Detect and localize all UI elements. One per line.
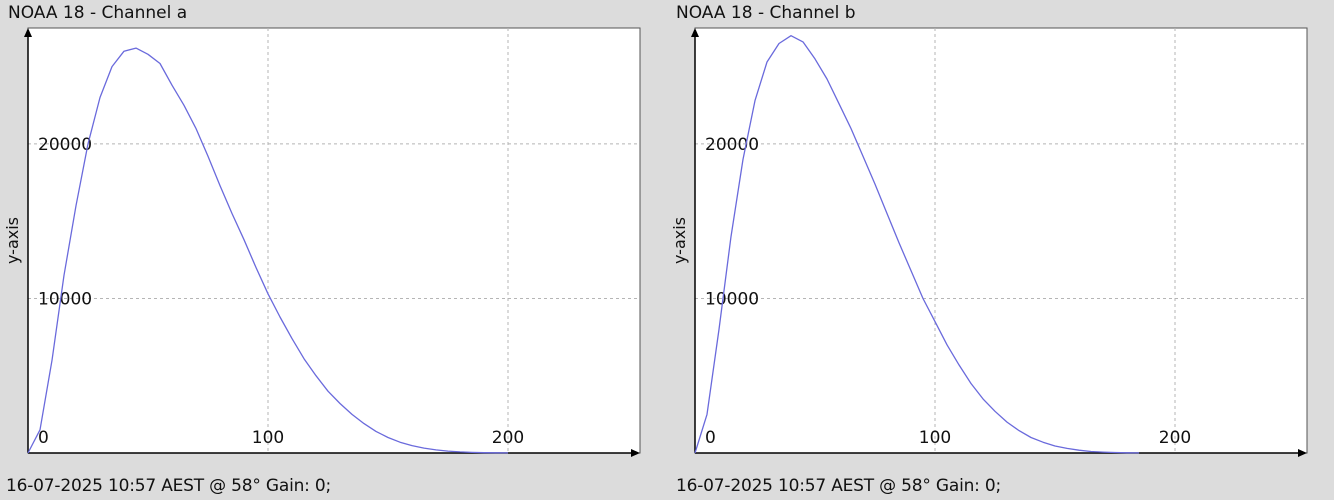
chart-title: NOAA 18 - Channel a (8, 3, 188, 23)
series-line (27, 47, 509, 454)
y-tick-label: 20000 (705, 135, 759, 155)
x-tick-label: 0 (705, 428, 716, 448)
chart-a-plot: 0 100 200 10000 20000 y-axis (3, 27, 641, 457)
y-tick-label: 20000 (38, 135, 92, 155)
x-tick-label: 100 (252, 428, 284, 448)
x-tick-label: 200 (492, 428, 524, 448)
chart-b-plot: 0 100 200 10000 20000 y-axis (670, 27, 1308, 457)
x-tick-label: 100 (919, 428, 951, 448)
y-tick-label: 10000 (38, 289, 92, 309)
y-axis-label: y-axis (670, 217, 689, 264)
y-axis-arrow-icon (24, 28, 32, 37)
chart-footer-status: 16-07-2025 10:57 AEST @ 58° Gain: 0; (676, 476, 1002, 496)
x-axis-arrow-icon (631, 449, 640, 457)
y-axis-arrow-icon (691, 28, 699, 37)
y-axis-label: y-axis (3, 217, 22, 264)
series-line (694, 35, 1140, 454)
x-tick-label: 200 (1159, 428, 1191, 448)
chart-title: NOAA 18 - Channel b (676, 3, 856, 23)
chart-footer-status: 16-07-2025 10:57 AEST @ 58° Gain: 0; (6, 476, 332, 496)
plot-area (694, 27, 1308, 454)
plot-area (27, 27, 641, 454)
x-axis-arrow-icon (1298, 449, 1307, 457)
x-tick-label: 0 (38, 428, 49, 448)
chart-panel-a: NOAA 18 - Channel a 0 100 200 10000 20000 y-a… (3, 3, 641, 496)
y-tick-label: 10000 (705, 289, 759, 309)
chart-panel-b: NOAA 18 - Channel b 0 100 200 10000 20000 y-a… (667, 0, 1334, 500)
